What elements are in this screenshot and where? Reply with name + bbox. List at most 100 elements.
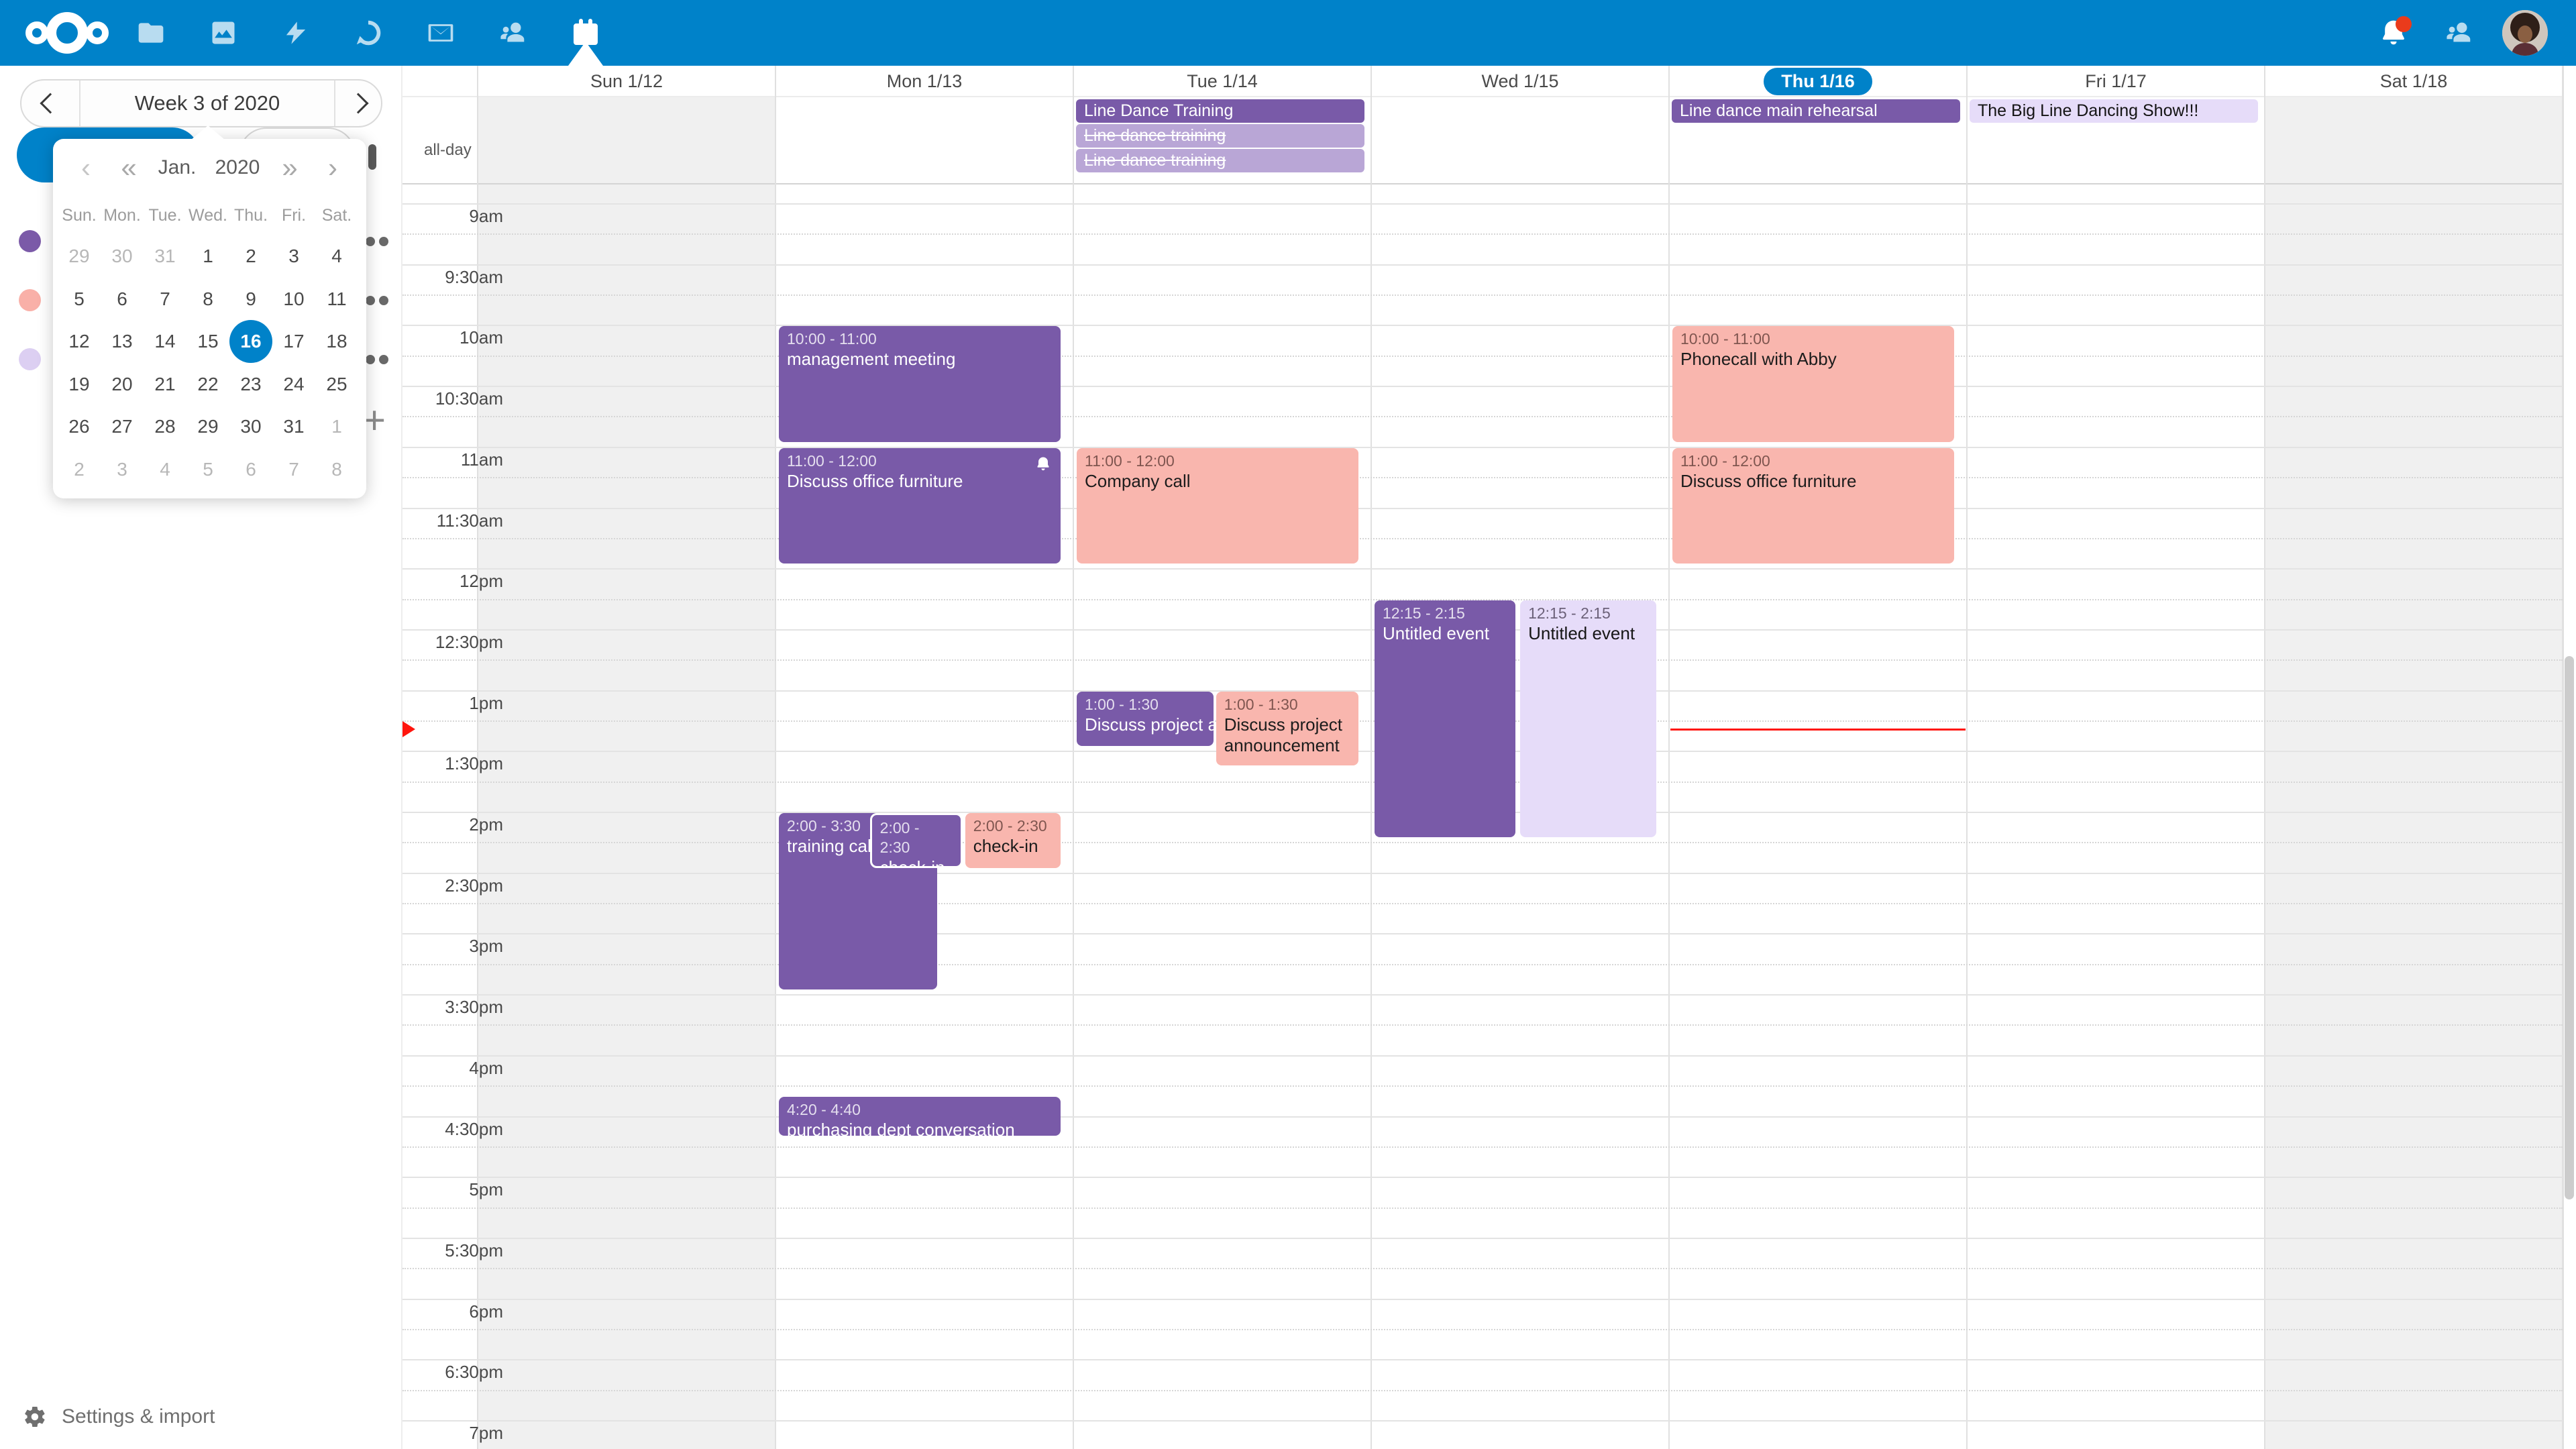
add-calendar-button[interactable]: + bbox=[363, 398, 386, 442]
slot-line bbox=[402, 1359, 2563, 1361]
datepicker-day[interactable]: 23 bbox=[240, 373, 262, 394]
datepicker-day[interactable]: 3 bbox=[117, 459, 127, 480]
day-header-tue[interactable]: Tue 1/14 bbox=[1073, 66, 1371, 97]
datepicker-day[interactable]: 11 bbox=[327, 288, 347, 309]
datepicker-day[interactable]: 4 bbox=[160, 459, 170, 480]
datepicker-day[interactable]: 7 bbox=[288, 459, 299, 480]
year-select[interactable]: 2020 bbox=[215, 156, 260, 178]
datepicker-day[interactable]: 18 bbox=[326, 331, 347, 352]
app-activity-icon[interactable] bbox=[260, 0, 332, 66]
datepicker-day[interactable]: 6 bbox=[246, 459, 256, 480]
datepicker-day[interactable]: 10 bbox=[283, 288, 305, 309]
allday-event[interactable]: The Big Line Dancing Show!!! bbox=[1970, 99, 2258, 123]
month-select[interactable]: Jan. bbox=[158, 156, 197, 178]
datepicker-day[interactable]: 3 bbox=[288, 246, 299, 266]
datepicker-day[interactable]: 31 bbox=[283, 416, 305, 437]
datepicker-day[interactable]: 30 bbox=[111, 246, 133, 266]
quarter-slot-line bbox=[402, 963, 2563, 965]
datepicker-day[interactable]: 26 bbox=[68, 416, 90, 437]
user-avatar[interactable] bbox=[2502, 10, 2548, 56]
datepicker-day[interactable]: 5 bbox=[74, 288, 85, 309]
next-year-button[interactable]: » bbox=[282, 152, 298, 183]
day-header-label: Sat 1/18 bbox=[2379, 71, 2448, 91]
previous-week-button[interactable] bbox=[21, 80, 80, 126]
datepicker-day[interactable]: 31 bbox=[154, 246, 176, 266]
event-phonecall-with-abby[interactable]: 10:00 - 11:00 Phonecall with Abby bbox=[1672, 326, 1954, 442]
event-check-in[interactable]: 2:00 - 2:30 check-in bbox=[869, 813, 963, 868]
datepicker-day[interactable]: 5 bbox=[203, 459, 213, 480]
prev-year-button[interactable]: « bbox=[121, 152, 137, 183]
allday-event[interactable]: Line dance main rehearsal bbox=[1672, 99, 1960, 123]
calendar-actions-menu[interactable] bbox=[366, 235, 396, 248]
datepicker-day[interactable]: 8 bbox=[331, 459, 342, 480]
datepicker-day[interactable]: 8 bbox=[203, 288, 213, 309]
datepicker-day[interactable]: 24 bbox=[283, 373, 305, 394]
event-untitled-event[interactable]: 12:15 - 2:15 Untitled event bbox=[1520, 600, 1656, 838]
event-discuss-office-furniture[interactable]: 11:00 - 12:00 Discuss office furniture bbox=[1672, 447, 1954, 564]
notifications-button[interactable] bbox=[2363, 0, 2424, 66]
datepicker-day[interactable]: 7 bbox=[160, 288, 170, 309]
event-check-in[interactable]: 2:00 - 2:30 check-in bbox=[965, 813, 1061, 868]
datepicker-day[interactable]: 13 bbox=[111, 331, 133, 352]
datepicker-day[interactable]: 6 bbox=[117, 288, 127, 309]
allday-event[interactable]: Line dance training bbox=[1076, 149, 1364, 172]
datepicker-day[interactable]: 9 bbox=[246, 288, 256, 309]
contacts-menu-button[interactable] bbox=[2429, 0, 2489, 66]
datepicker-day[interactable]: 29 bbox=[68, 246, 90, 266]
main-scrollbar-track[interactable] bbox=[2563, 66, 2576, 1449]
datepicker-day[interactable]: 19 bbox=[68, 373, 90, 394]
day-header-fri[interactable]: Fri 1/17 bbox=[1967, 66, 2265, 97]
datepicker-day[interactable]: 12 bbox=[68, 331, 90, 352]
datepicker-day[interactable]: 22 bbox=[197, 373, 219, 394]
datepicker-day[interactable]: 20 bbox=[111, 373, 133, 394]
day-header-thu[interactable]: Thu 1/16 bbox=[1669, 66, 1967, 97]
datepicker-day[interactable]: 2 bbox=[246, 246, 256, 266]
app-files-icon[interactable] bbox=[115, 0, 187, 66]
datepicker-day[interactable]: 2 bbox=[74, 459, 85, 480]
day-header-mon[interactable]: Mon 1/13 bbox=[775, 66, 1073, 97]
event-management-meeting[interactable]: 10:00 - 11:00 management meeting bbox=[779, 326, 1061, 442]
day-header-sat[interactable]: Sat 1/18 bbox=[2265, 66, 2563, 97]
datepicker-day[interactable]: 28 bbox=[154, 416, 176, 437]
app-contacts-icon[interactable] bbox=[477, 0, 549, 66]
app-mail-icon[interactable] bbox=[405, 0, 477, 66]
app-photos-icon[interactable] bbox=[187, 0, 260, 66]
event-discuss-office-furniture[interactable]: 11:00 - 12:00 Discuss office furniture bbox=[779, 447, 1061, 564]
week-range-label[interactable]: Week 3 of 2020 bbox=[134, 91, 280, 115]
calendar-actions-menu[interactable] bbox=[366, 353, 396, 366]
event-untitled-event[interactable]: 12:15 - 2:15 Untitled event bbox=[1375, 600, 1516, 838]
datepicker-day[interactable]: 1 bbox=[331, 416, 342, 437]
app-talk-icon[interactable] bbox=[332, 0, 405, 66]
datepicker-day[interactable]: 29 bbox=[197, 416, 219, 437]
allday-event[interactable]: Line dance training bbox=[1076, 124, 1364, 148]
datepicker-day-selected[interactable]: 16 bbox=[229, 320, 272, 364]
next-month-button[interactable]: › bbox=[328, 152, 337, 183]
next-week-button[interactable] bbox=[334, 80, 381, 126]
app-calendar-icon[interactable] bbox=[549, 0, 622, 66]
datepicker-day[interactable]: 25 bbox=[326, 373, 347, 394]
datepicker-day[interactable]: 15 bbox=[197, 331, 219, 352]
event-company-call[interactable]: 11:00 - 12:00 Company call bbox=[1077, 447, 1358, 564]
main-scrollbar-thumb[interactable] bbox=[2565, 656, 2574, 1199]
day-header-wed[interactable]: Wed 1/15 bbox=[1371, 66, 1669, 97]
calendar-actions-menu[interactable] bbox=[366, 294, 396, 307]
prev-month-button[interactable]: ‹ bbox=[81, 152, 91, 183]
datepicker-day[interactable]: 21 bbox=[154, 373, 176, 394]
time-label: 10am bbox=[459, 327, 503, 348]
event-title: Company call bbox=[1085, 470, 1191, 491]
datepicker-day[interactable]: 1 bbox=[203, 246, 213, 266]
datepicker-day[interactable]: 17 bbox=[283, 331, 305, 352]
logo-circle-center bbox=[46, 12, 88, 54]
settings-import[interactable]: Settings & import bbox=[23, 1405, 215, 1429]
sidebar-scrollbar-thumb[interactable] bbox=[368, 144, 376, 170]
nextcloud-logo[interactable] bbox=[20, 0, 114, 66]
event-purchasing-dept-conversation[interactable]: 4:20 - 4:40 purchasing dept conversation bbox=[779, 1097, 1061, 1136]
datepicker-day[interactable]: 30 bbox=[240, 416, 262, 437]
day-header-sun[interactable]: Sun 1/12 bbox=[478, 66, 775, 97]
datepicker-day[interactable]: 4 bbox=[331, 246, 342, 266]
datepicker-day[interactable]: 14 bbox=[154, 331, 176, 352]
allday-event[interactable]: Line Dance Training bbox=[1076, 99, 1364, 123]
datepicker-day[interactable]: 27 bbox=[111, 416, 133, 437]
